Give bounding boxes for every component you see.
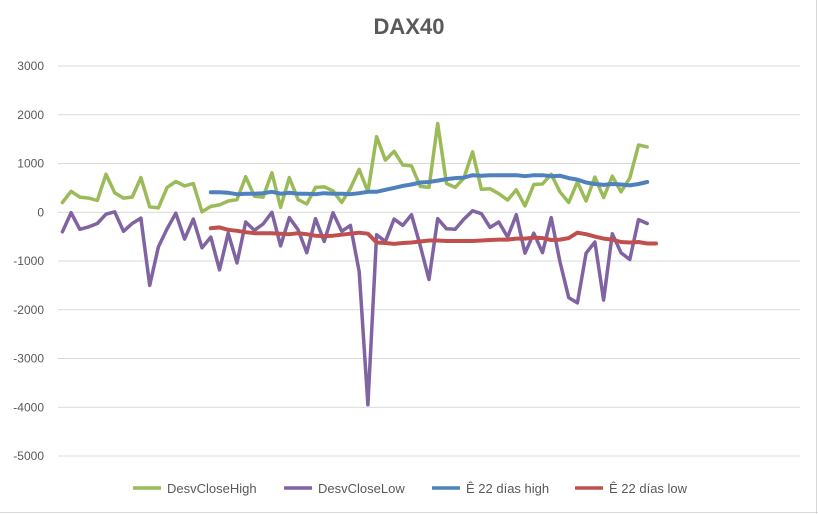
legend: DesvCloseHigh DesvCloseLow Ê 22 días high Ê… [133, 481, 688, 496]
legend-label: Ê 22 días low [609, 481, 688, 496]
legend-item-1: DesvCloseLow [284, 481, 405, 496]
legend-label: DesvCloseLow [318, 481, 405, 496]
series-line-0 [60, 121, 649, 214]
y-tick-label: 3000 [17, 59, 44, 73]
series-line-1 [60, 209, 649, 407]
legend-label: DesvCloseHigh [167, 481, 257, 496]
y-tick-label: -5000 [13, 449, 44, 463]
legend-item-2: Ê 22 días high [432, 481, 549, 496]
y-tick-label: -2000 [13, 303, 44, 317]
y-tick-label: 0 [37, 205, 44, 219]
y-tick-label: 1000 [17, 157, 44, 171]
y-tick-label: -1000 [13, 254, 44, 268]
y-tick-label: 2000 [17, 108, 44, 122]
frame-border-bottom [0, 512, 818, 513]
chart-title: DAX40 [373, 14, 445, 39]
gridlines [58, 65, 800, 457]
legend-item-3: Ê 22 días low [575, 481, 688, 496]
legend-label: Ê 22 días high [466, 481, 549, 496]
y-tick-label: -4000 [13, 400, 44, 414]
series-line-3 [208, 225, 658, 246]
y-tick-label: -3000 [13, 352, 44, 366]
y-axis-tick-labels: 3000 2000 1000 0 -1000 -2000 -3000 -4000 -5000 [13, 59, 44, 463]
series-lines [60, 121, 658, 407]
legend-item-0: DesvCloseHigh [133, 481, 257, 496]
frame-border-right [816, 0, 817, 514]
series-line-2 [208, 173, 650, 197]
